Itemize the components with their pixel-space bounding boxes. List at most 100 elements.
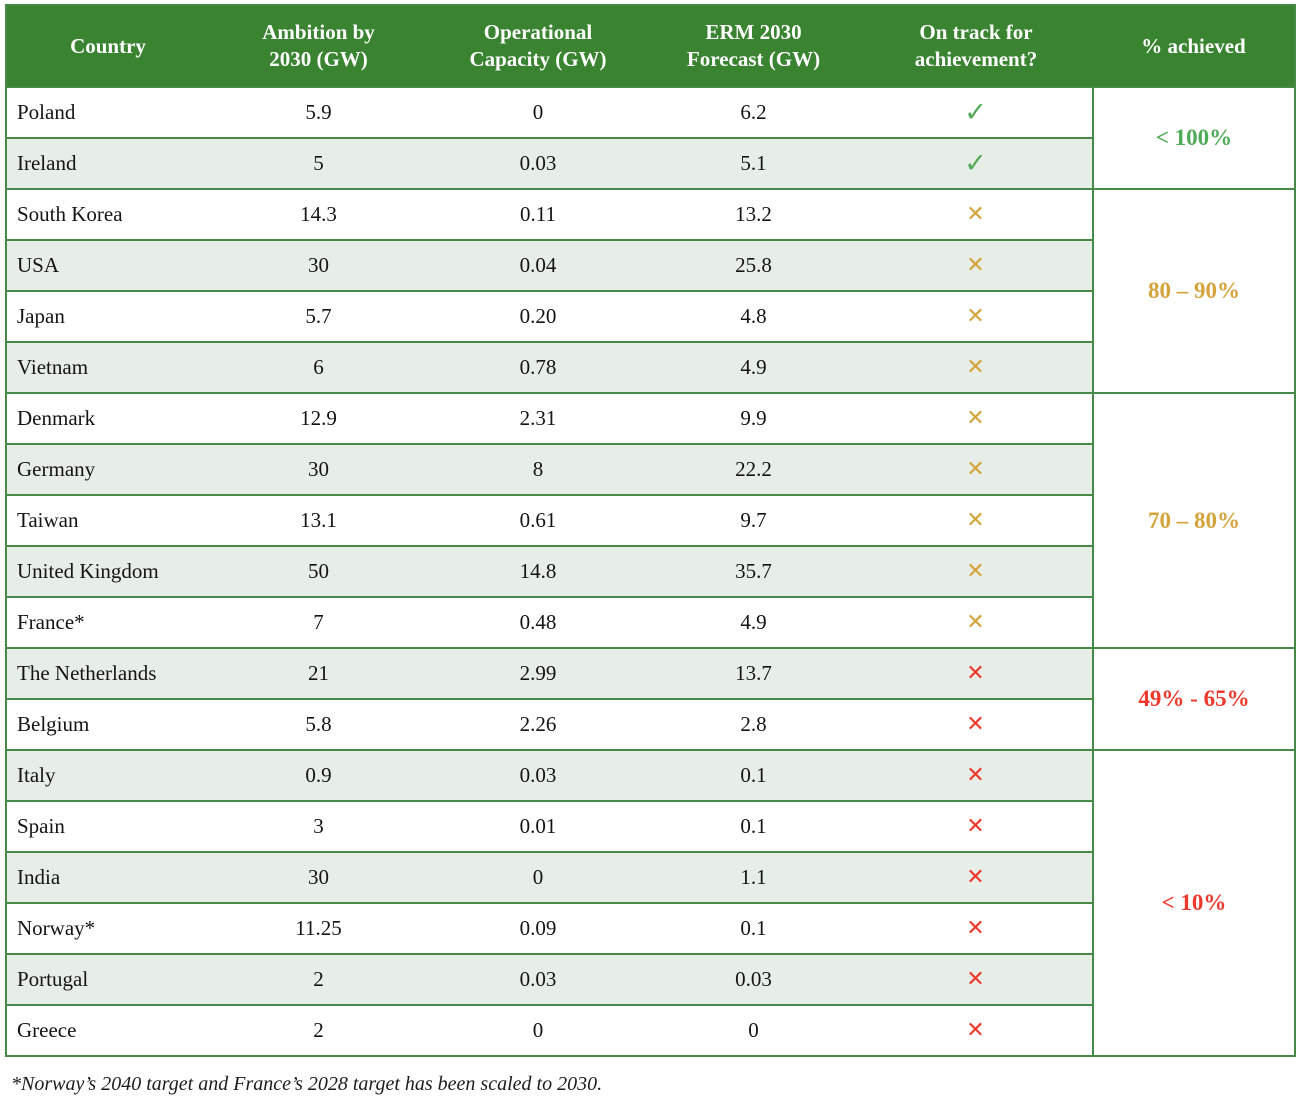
operational-capacity-cell: 2.26 bbox=[428, 698, 648, 751]
ambition-cell: 2 bbox=[209, 1004, 428, 1057]
ambition-cell: 2 bbox=[209, 953, 428, 1006]
country-cell: Japan bbox=[6, 290, 209, 343]
forecast-cell: 4.9 bbox=[648, 596, 859, 649]
country-cell: Poland bbox=[6, 86, 209, 139]
offshore-wind-ambition-table: Country Ambition by 2030 (GW) Operationa… bbox=[5, 4, 1296, 1057]
on-track-cell: ✓ bbox=[859, 137, 1093, 190]
country-cell: Belgium bbox=[6, 698, 209, 751]
country-cell: Italy bbox=[6, 749, 209, 802]
table-row: Japan 5.7 0.20 4.8 ✕ bbox=[6, 290, 1295, 343]
ambition-cell: 3 bbox=[209, 800, 428, 853]
on-track-cell: ✕ bbox=[859, 494, 1093, 547]
operational-capacity-cell: 0 bbox=[428, 1004, 648, 1057]
operational-capacity-cell: 0.01 bbox=[428, 800, 648, 853]
country-cell: Ireland bbox=[6, 137, 209, 190]
on-track-cell: ✕ bbox=[859, 545, 1093, 598]
ambition-cell: 13.1 bbox=[209, 494, 428, 547]
country-cell: South Korea bbox=[6, 188, 209, 241]
country-cell: Taiwan bbox=[6, 494, 209, 547]
cross-icon: ✕ bbox=[966, 763, 985, 788]
table-row: Poland 5.9 0 6.2 ✓ < 100% bbox=[6, 86, 1295, 190]
table-row: Italy 0.9 0.03 0.1 ✕ < 10% bbox=[6, 749, 1295, 1057]
country-cell: The Netherlands bbox=[6, 647, 209, 700]
ambition-cell: 50 bbox=[209, 545, 428, 598]
forecast-cell: 9.9 bbox=[648, 392, 859, 445]
cross-icon: ✕ bbox=[966, 661, 985, 686]
operational-capacity-cell: 14.8 bbox=[428, 545, 648, 598]
forecast-cell: 0.1 bbox=[648, 902, 859, 955]
operational-capacity-cell: 8 bbox=[428, 443, 648, 496]
table-row: USA 30 0.04 25.8 ✕ bbox=[6, 239, 1295, 292]
forecast-cell: 4.9 bbox=[648, 341, 859, 394]
on-track-cell: ✓ bbox=[859, 86, 1093, 139]
col-header-erm-forecast: ERM 2030 Forecast (GW) bbox=[648, 5, 859, 87]
operational-capacity-cell: 2.31 bbox=[428, 392, 648, 445]
country-cell: Germany bbox=[6, 443, 209, 496]
operational-capacity-cell: 2.99 bbox=[428, 647, 648, 700]
percent-achieved-group-cell: 49% - 65% bbox=[1092, 647, 1295, 751]
forecast-cell: 0.1 bbox=[648, 749, 859, 802]
cross-icon: ✕ bbox=[966, 610, 985, 635]
operational-capacity-cell: 0.09 bbox=[428, 902, 648, 955]
table-row: Greece 2 0 0 ✕ bbox=[6, 1004, 1295, 1057]
operational-capacity-cell: 0.61 bbox=[428, 494, 648, 547]
check-icon: ✓ bbox=[964, 97, 987, 128]
col-header-operational-capacity: Operational Capacity (GW) bbox=[428, 5, 648, 87]
forecast-cell: 0.03 bbox=[648, 953, 859, 1006]
on-track-cell: ✕ bbox=[859, 851, 1093, 904]
cross-icon: ✕ bbox=[966, 202, 985, 227]
ambition-cell: 7 bbox=[209, 596, 428, 649]
on-track-cell: ✕ bbox=[859, 188, 1093, 241]
operational-capacity-cell: 0.20 bbox=[428, 290, 648, 343]
on-track-cell: ✕ bbox=[859, 902, 1093, 955]
table-row: South Korea 14.3 0.11 13.2 ✕ 80 – 90% bbox=[6, 188, 1295, 394]
operational-capacity-cell: 0.04 bbox=[428, 239, 648, 292]
ambition-cell: 5.9 bbox=[209, 86, 428, 139]
table-body: Poland 5.9 0 6.2 ✓ < 100% Ireland 5 0.03 5.1 ✓ Sout… bbox=[6, 86, 1295, 1057]
operational-capacity-cell: 0.11 bbox=[428, 188, 648, 241]
on-track-cell: ✕ bbox=[859, 953, 1093, 1006]
cross-icon: ✕ bbox=[966, 814, 985, 839]
forecast-cell: 1.1 bbox=[648, 851, 859, 904]
footnote: *Norway’s 2040 target and France’s 2028 … bbox=[11, 1073, 603, 1095]
forecast-cell: 0.1 bbox=[648, 800, 859, 853]
forecast-cell: 2.8 bbox=[648, 698, 859, 751]
cross-icon: ✕ bbox=[966, 304, 985, 329]
cross-icon: ✕ bbox=[966, 253, 985, 278]
table-row: United Kingdom 50 14.8 35.7 ✕ bbox=[6, 545, 1295, 598]
ambition-cell: 12.9 bbox=[209, 392, 428, 445]
forecast-cell: 4.8 bbox=[648, 290, 859, 343]
ambition-cell: 30 bbox=[209, 851, 428, 904]
cross-icon: ✕ bbox=[966, 916, 985, 941]
operational-capacity-cell: 0.03 bbox=[428, 137, 648, 190]
col-header-country: Country bbox=[6, 5, 209, 87]
cross-icon: ✕ bbox=[966, 559, 985, 584]
percent-achieved-group-cell: 70 – 80% bbox=[1092, 392, 1295, 649]
on-track-cell: ✕ bbox=[859, 800, 1093, 853]
country-cell: Greece bbox=[6, 1004, 209, 1057]
on-track-cell: ✕ bbox=[859, 392, 1093, 445]
header-row: Country Ambition by 2030 (GW) Operationa… bbox=[6, 5, 1295, 87]
forecast-cell: 13.2 bbox=[648, 188, 859, 241]
country-cell: Portugal bbox=[6, 953, 209, 1006]
country-cell: Spain bbox=[6, 800, 209, 853]
cross-icon: ✕ bbox=[966, 508, 985, 533]
col-header-ambition: Ambition by 2030 (GW) bbox=[209, 5, 428, 87]
forecast-cell: 13.7 bbox=[648, 647, 859, 700]
cross-icon: ✕ bbox=[966, 457, 985, 482]
table-row: Taiwan 13.1 0.61 9.7 ✕ bbox=[6, 494, 1295, 547]
col-header-on-track: On track for achievement? bbox=[859, 5, 1093, 87]
table-row: The Netherlands 21 2.99 13.7 ✕ 49% - 65% bbox=[6, 647, 1295, 751]
forecast-cell: 35.7 bbox=[648, 545, 859, 598]
table-row: France* 7 0.48 4.9 ✕ bbox=[6, 596, 1295, 649]
ambition-cell: 6 bbox=[209, 341, 428, 394]
percent-achieved-group-cell: < 10% bbox=[1092, 749, 1295, 1057]
table-row: India 30 0 1.1 ✕ bbox=[6, 851, 1295, 904]
check-icon: ✓ bbox=[964, 148, 987, 179]
on-track-cell: ✕ bbox=[859, 239, 1093, 292]
on-track-cell: ✕ bbox=[859, 647, 1093, 700]
forecast-cell: 22.2 bbox=[648, 443, 859, 496]
ambition-cell: 21 bbox=[209, 647, 428, 700]
country-cell: Denmark bbox=[6, 392, 209, 445]
